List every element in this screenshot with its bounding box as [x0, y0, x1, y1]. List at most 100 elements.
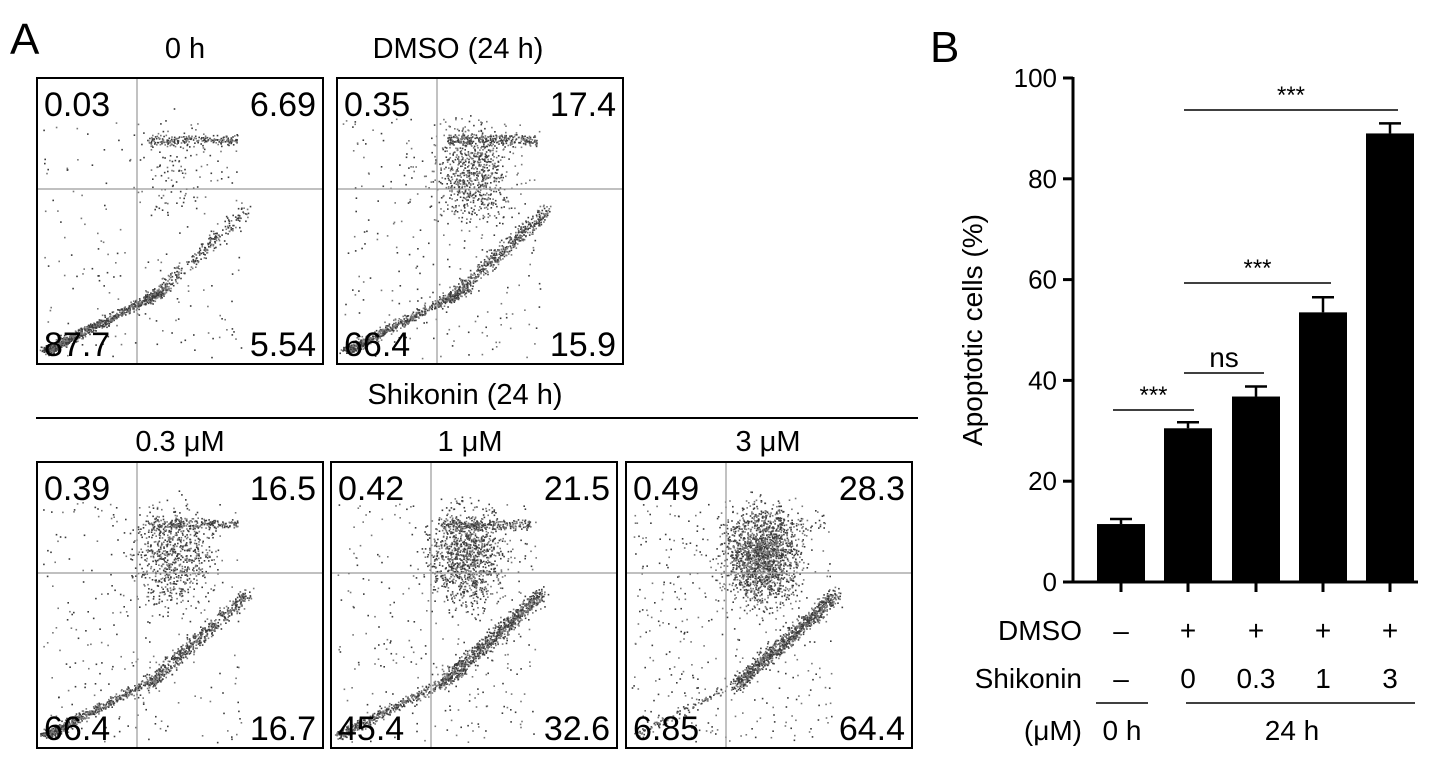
- scatter-dot: [409, 201, 411, 203]
- scatter-dot: [213, 628, 216, 631]
- scatter-dot: [214, 139, 216, 141]
- scatter-dot: [479, 191, 481, 194]
- scatter-dot: [469, 190, 472, 193]
- scatter-dot: [118, 309, 121, 311]
- scatter-dot: [116, 317, 118, 320]
- quadrant-upper-right-value: 17.4: [550, 86, 616, 124]
- scatter-dot: [433, 124, 436, 126]
- scatter-dot: [65, 340, 67, 342]
- scatter-dot: [199, 252, 202, 255]
- scatter-dot: [477, 151, 479, 154]
- scatter-dot: [121, 314, 124, 316]
- scatter-dot: [177, 318, 180, 320]
- scatter-dot: [457, 167, 459, 169]
- scatter-dot: [212, 238, 214, 240]
- scatter-dot: [503, 216, 505, 218]
- scatter-dot: [247, 216, 249, 219]
- scatter-dot: [458, 325, 461, 328]
- scatter-dot: [212, 141, 215, 144]
- scatter-dot: [81, 194, 83, 197]
- scatter-dot: [114, 314, 116, 317]
- scatter-dot: [235, 219, 238, 221]
- scatter-dot: [537, 222, 540, 225]
- scatter-dot: [458, 161, 460, 163]
- scatter-dot: [154, 292, 156, 294]
- scatter-dot: [160, 285, 163, 288]
- scatter-dot: [477, 267, 480, 269]
- scatter-dot: [238, 220, 241, 222]
- scatter-dot: [138, 308, 140, 311]
- scatter-dot: [487, 139, 490, 142]
- scatter-dot: [154, 676, 156, 679]
- scatter-dot: [490, 203, 493, 205]
- scatter-dot: [162, 293, 165, 295]
- scatter-dot: [479, 206, 481, 208]
- scatter-dot: [192, 187, 195, 190]
- scatter-dot: [467, 289, 469, 291]
- scatter-dot: [77, 340, 79, 343]
- scatter-dot: [535, 220, 538, 222]
- scatter-dot: [47, 350, 49, 352]
- scatter-dot: [181, 267, 183, 270]
- scatter-dot: [439, 123, 442, 125]
- scatter-dot: [143, 297, 145, 299]
- scatter-dot: [193, 334, 195, 336]
- scatter-dot: [447, 159, 450, 161]
- scatter-dot: [453, 135, 455, 138]
- scatter-dot: [228, 142, 231, 144]
- scatter-dot: [455, 135, 458, 138]
- scatter-dot: [205, 137, 208, 139]
- scatter-dot: [125, 314, 127, 316]
- scatter-dot: [531, 231, 534, 233]
- scatter-dot: [170, 191, 173, 193]
- scatter-dot: [86, 326, 88, 328]
- scatter-dot: [235, 599, 237, 601]
- scatter-dot: [445, 201, 447, 204]
- scatter-dot: [137, 302, 139, 305]
- scatter-dot: [160, 297, 162, 300]
- scatter-dot: [480, 277, 482, 279]
- scatter-dot: [194, 135, 197, 138]
- scatter-dot: [487, 177, 490, 179]
- scatter-dot: [63, 342, 66, 345]
- scatter-dot: [179, 190, 182, 193]
- scatter-dot: [516, 134, 518, 136]
- scatter-dot: [208, 242, 211, 245]
- scatter-dot: [478, 290, 480, 292]
- scatter-dot: [133, 311, 135, 313]
- scatter-dot: [529, 231, 531, 234]
- scatter-dot: [490, 261, 492, 263]
- scatter-dot: [138, 301, 141, 303]
- scatter-dot: [57, 341, 60, 344]
- scatter-dot: [513, 141, 516, 144]
- scatter-dot: [500, 302, 503, 305]
- scatter-dot: [140, 683, 143, 685]
- scatter-dot: [456, 291, 459, 294]
- scatter-dot: [525, 230, 527, 233]
- scatter-dot: [248, 599, 250, 602]
- scatter-dot: [460, 141, 462, 143]
- scatter-dot: [538, 213, 541, 216]
- scatter-dot: [481, 138, 484, 140]
- scatter-dot: [444, 301, 447, 304]
- scatter-dot: [474, 192, 476, 194]
- scatter-dot: [481, 249, 484, 251]
- scatter-dot: [454, 299, 456, 302]
- scatter-dot: [486, 263, 489, 266]
- scatter-dot: [476, 160, 479, 163]
- scatter-dot: [205, 249, 207, 251]
- scatter-dot: [170, 273, 172, 275]
- scatter-dot: [73, 334, 75, 336]
- scatter-dot: [452, 295, 454, 298]
- scatter-dot: [226, 135, 228, 138]
- scatter-dot: [171, 275, 174, 278]
- scatter-dot: [63, 336, 65, 339]
- scatter-dot: [419, 313, 421, 315]
- scatter-dot: [512, 152, 515, 155]
- scatter-dot: [538, 211, 541, 213]
- scatter-dot: [455, 118, 457, 121]
- scatter-dot: [89, 330, 91, 332]
- scatter-dot: [160, 294, 163, 297]
- scatter-dot: [103, 320, 106, 323]
- scatter-dot: [190, 137, 193, 140]
